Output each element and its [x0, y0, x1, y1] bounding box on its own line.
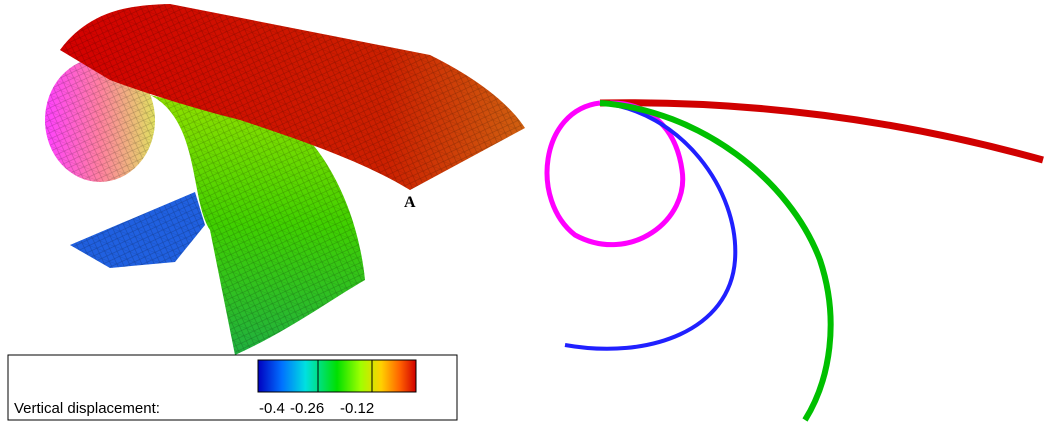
legend: Vertical displacement: -0.4 -0.26 -0.12 — [8, 355, 457, 420]
legend-tick: -0.26 — [290, 400, 324, 417]
green-profile — [600, 103, 831, 420]
legend-tick: -0.4 — [259, 400, 285, 417]
point-label: A — [404, 194, 416, 211]
profiles — [547, 103, 1043, 420]
legend-tick: -0.12 — [340, 400, 374, 417]
legend-title: Vertical displacement: — [14, 400, 160, 417]
mesh-model: A — [45, 4, 525, 355]
figure: A Vertical displacement: -0.4 -0.26 -0.1… — [0, 0, 1047, 423]
colorbar — [258, 360, 416, 392]
